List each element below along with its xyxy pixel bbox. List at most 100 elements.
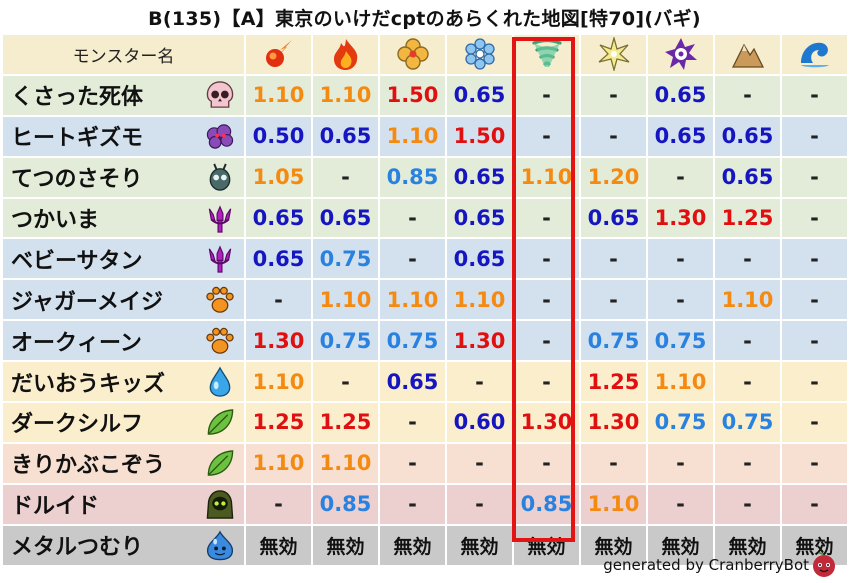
resistance-value: 無効 [648,525,715,567]
resistance-value: - [782,321,849,363]
resistance-value: - [581,443,648,485]
resistance-value: 0.65 [447,198,514,240]
monster-name-cell: てつのさそり [3,157,246,199]
tornado-icon [514,35,581,76]
slime-icon [204,530,236,561]
resistance-value: - [782,362,849,404]
insect-icon [204,162,236,193]
resistance-value: - [782,484,849,526]
monster-name: きりかぶこぞう [11,453,166,479]
paw-icon [204,284,236,315]
resistance-value: 0.65 [447,239,514,281]
resistance-value: - [581,280,648,322]
resistance-value: 無効 [514,525,581,567]
resistance-value: - [514,239,581,281]
monster-name: メタルつむり [11,535,144,561]
resistance-value: - [715,484,782,526]
resistance-value: 1.25 [246,403,313,444]
resistance-value: 0.60 [447,403,514,444]
resistance-value: 無効 [380,525,447,567]
resistance-value: 1.50 [380,75,447,117]
resistance-value: 1.10 [313,280,380,322]
monster-name: てつのさそり [11,167,143,193]
resistance-value: - [514,116,581,158]
resistance-value: - [715,239,782,281]
resistance-value: 0.65 [246,239,313,281]
burst-icon [581,35,648,76]
table-row: ベビーサタン 0.65 0.75-0.65- - - - - [3,239,849,281]
resistance-value: 0.75 [648,403,715,444]
resistance-value: - [313,157,380,199]
resistance-value: - [380,239,447,281]
resistance-value: 1.20 [581,157,648,199]
resistance-value: 無効 [313,525,380,567]
table-row: だいおうキッズ 1.10-0.65- -1.25 1.10- - [3,362,849,404]
resistance-value: - [514,75,581,117]
resistance-value: - [715,443,782,485]
table-row: ダークシルフ 1.25 1.25-0.60 1.30 1.30 0.75 0.75- [3,403,849,444]
monster-name: くさった死体 [11,85,144,111]
resistance-value: 1.10 [715,280,782,322]
resistance-value: 1.10 [313,75,380,117]
resistance-value: 無効 [246,525,313,567]
monster-name-cell: ベビーサタン [3,239,246,281]
resistance-value: - [380,443,447,485]
table-row: メタルつむり 無効 無効 無効 無効 無効 無効 無効 無効 無効 [3,525,849,567]
resistance-value: 1.05 [246,157,313,199]
monster-name-cell: オークィーン [3,321,246,363]
resistance-value: 0.75 [648,321,715,363]
resistance-value: - [782,403,849,444]
resistance-value: 0.65 [313,198,380,240]
resistance-value: 1.30 [514,403,581,444]
resistance-value: 1.50 [447,116,514,158]
paw-icon [204,325,236,356]
page-title: B(135)【A】東京のいけだcptのあらくれた地図[特70](バギ) [148,8,701,30]
leaf-icon [204,448,236,479]
skull-icon [204,80,236,111]
resistance-value: - [581,75,648,117]
resistance-value: 0.65 [648,116,715,158]
monster-name-cell: ドルイド [3,484,246,526]
resistance-value: 1.10 [648,362,715,404]
monster-name: ドルイド [11,494,100,520]
monster-name-cell: ダークシルフ [3,403,246,444]
resistance-value: 0.75 [581,321,648,363]
resistance-value: 1.10 [380,116,447,158]
table-row: ヒートギズモ 0.50 0.65 1.10 1.50- -0.65 0.65- [3,116,849,158]
resistance-value: - [715,75,782,117]
resistance-value: 0.75 [313,239,380,281]
resistance-value: - [380,403,447,444]
resistance-value: - [246,484,313,526]
resistance-value: - [648,484,715,526]
resistance-value: 0.65 [313,116,380,158]
resistance-value: - [447,443,514,485]
resistance-value: - [514,321,581,363]
monster-name-cell: メタルつむり [3,525,246,567]
demon-trident-icon [204,243,236,274]
table-row: てつのさそり 1.05-0.85 0.65 1.10 1.20-0.65- [3,157,849,199]
table-row: ジャガーメイジ -1.10 1.10 1.10- - -1.10- [3,280,849,322]
resistance-value: - [447,362,514,404]
resistance-value: - [648,280,715,322]
resistance-value: 1.10 [581,484,648,526]
resistance-value: - [648,157,715,199]
resistance-value: - [246,280,313,322]
resistance-value: 0.65 [246,198,313,240]
resistance-value: - [514,280,581,322]
water-drop-icon [204,366,236,397]
monster-name: だいおうキッズ [11,371,166,397]
resistance-value: - [782,198,849,240]
resistance-table: モンスター名 [3,35,849,567]
cranberry-bot-icon [813,552,835,577]
table-row: つかいま 0.65 0.65-0.65-0.65 1.30 1.25- [3,198,849,240]
monster-name: ベビーサタン [11,248,143,274]
monster-name: ヒートギズモ [11,126,144,152]
resistance-value: 1.30 [246,321,313,363]
resistance-value: 1.10 [246,443,313,485]
demon-trident-icon [204,203,236,234]
table-row: オークィーン 1.30 0.75 0.75 1.30-0.75 0.75- - [3,321,849,363]
monster-name-cell: つかいま [3,198,246,240]
resistance-value: 1.25 [313,403,380,444]
resistance-value: - [514,198,581,240]
resistance-value: 0.65 [715,157,782,199]
